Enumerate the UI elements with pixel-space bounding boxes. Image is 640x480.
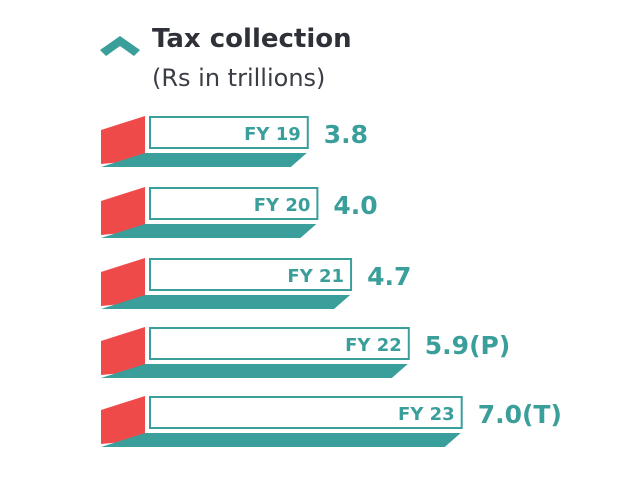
value-label: 7.0(T) — [478, 400, 562, 429]
value-label: 5.9(P) — [425, 331, 510, 360]
value-label: 3.8 — [324, 120, 368, 149]
bar-side-face — [101, 187, 145, 235]
bar-bottom-face — [101, 295, 351, 309]
category-label: FY 23 — [398, 404, 455, 425]
value-label: 4.0 — [333, 191, 377, 220]
bar-side-face — [101, 396, 145, 444]
bar — [149, 116, 309, 149]
category-label: FY 19 — [244, 124, 301, 145]
bar — [149, 258, 353, 291]
bar-bottom-face — [101, 433, 461, 447]
bar — [149, 327, 410, 360]
category-label: FY 20 — [254, 195, 311, 216]
bar — [149, 396, 463, 429]
chart-title: Tax collection — [152, 24, 352, 54]
chart-subtitle: (Rs in trillions) — [152, 64, 326, 92]
bar — [149, 187, 319, 220]
bar-side-face — [101, 327, 145, 375]
bar-side-face — [101, 116, 145, 164]
category-label: FY 22 — [345, 335, 402, 356]
value-label: 4.7 — [367, 262, 411, 291]
chevron-up-icon — [100, 36, 140, 56]
bar-bottom-face — [101, 224, 317, 238]
bar-side-face — [101, 258, 145, 306]
bar-bottom-face — [101, 153, 307, 167]
bar-bottom-face — [101, 364, 408, 378]
category-label: FY 21 — [287, 266, 344, 287]
